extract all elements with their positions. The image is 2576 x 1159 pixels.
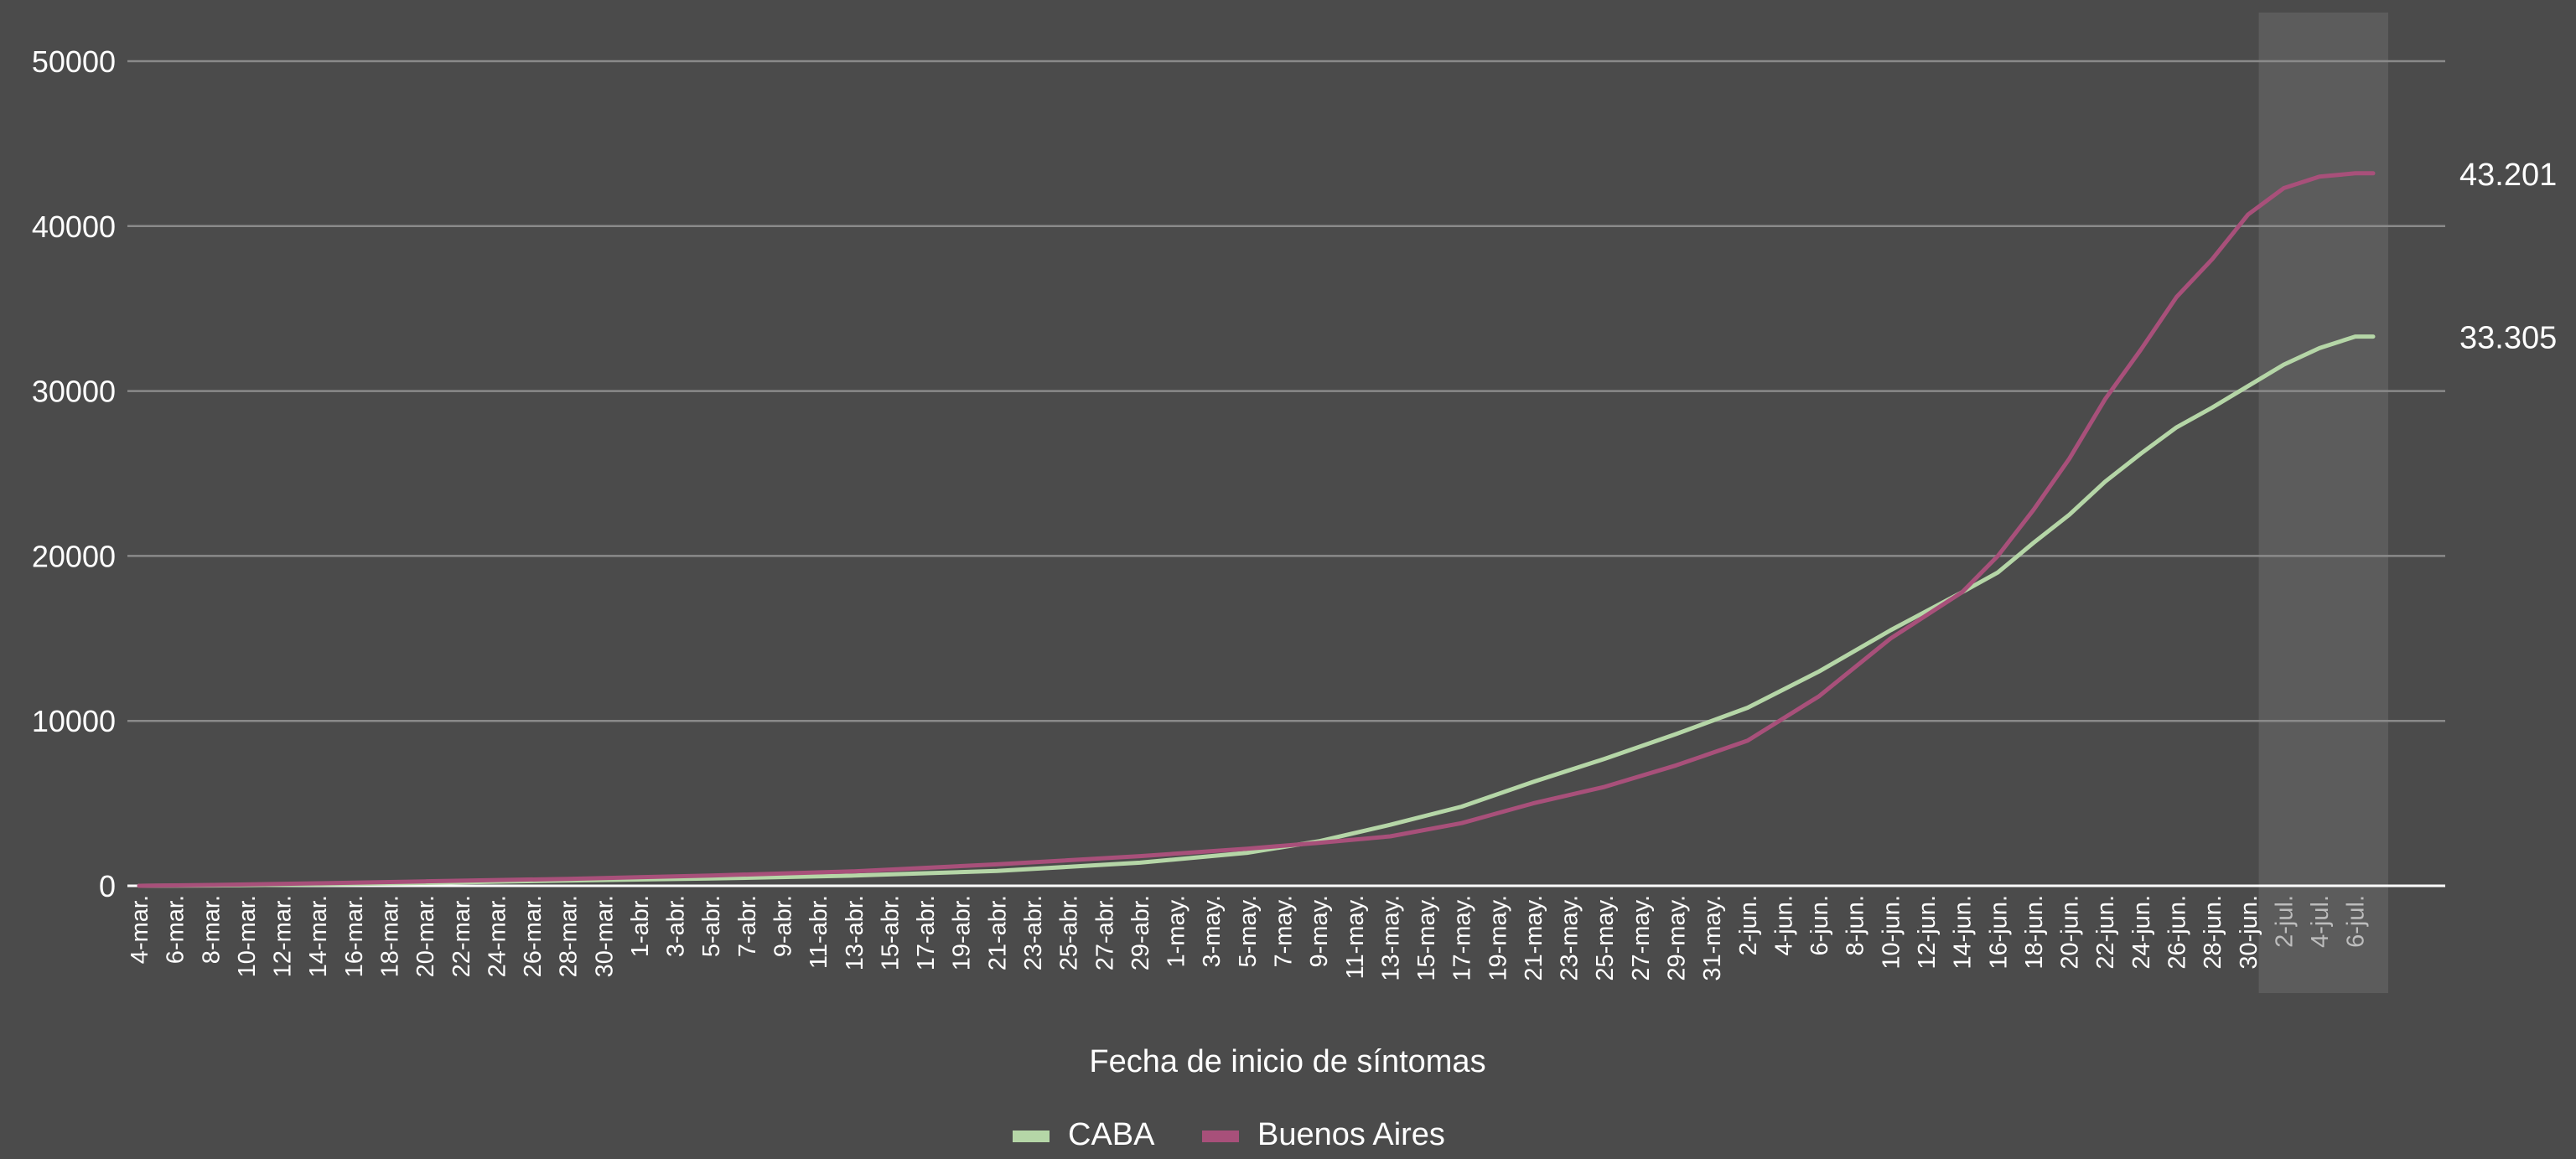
gridlines [127, 60, 2445, 887]
legend-label-caba: CABA [1068, 1117, 1155, 1152]
legend-label-buenos-aires: Buenos Aires [1257, 1117, 1445, 1152]
legend-swatch-caba [1013, 1131, 1050, 1142]
x-tick-label: 6-jun. [1806, 895, 1833, 956]
x-tick-label: 24-mar. [484, 895, 511, 977]
y-tick-label: 50000 [32, 44, 116, 79]
x-tick-label: 10-mar. [234, 895, 261, 977]
x-tick-label: 12-mar. [270, 895, 297, 977]
x-tick-label: 6-mar. [163, 895, 189, 964]
x-tick-label: 13-may. [1377, 895, 1404, 981]
end-label-caba: 33.305 [2459, 321, 2557, 356]
x-tick-label: 18-jun. [2021, 895, 2048, 970]
x-tick-label: 17-may. [1449, 895, 1476, 981]
x-tick-label: 15-may. [1413, 895, 1440, 981]
x-tick-label: 23-may. [1557, 895, 1583, 981]
x-tick-label: 30-mar. [591, 895, 618, 977]
x-tick-label: 23-abr. [1020, 895, 1047, 970]
x-tick-label: 4-jun. [1770, 895, 1797, 956]
x-tick-label: 18-mar. [376, 895, 403, 977]
x-tick-label: 25-may. [1592, 895, 1619, 981]
x-tick-label: 1-may. [1164, 895, 1190, 967]
x-tick-label: 7-may. [1270, 895, 1297, 967]
x-tick-label: 19-abr. [949, 895, 976, 970]
x-tick-label: 28-mar. [556, 895, 583, 977]
x-axis-title: Fecha de inicio de síntomas [1089, 1044, 1485, 1079]
x-tick-label: 5-may. [1235, 895, 1262, 967]
x-tick-label: 5-abr. [698, 895, 725, 957]
x-tick-label: 4-mar. [127, 895, 153, 964]
y-axis-ticks: 0 10000 20000 30000 40000 50000 [32, 44, 116, 903]
x-tick-label: 26-jun. [2164, 895, 2190, 970]
y-tick-label: 10000 [32, 704, 116, 738]
y-tick-label: 0 [99, 869, 116, 903]
x-tick-label: 16-mar. [341, 895, 368, 977]
legend-swatch-buenos-aires [1202, 1131, 1239, 1142]
end-label-buenos-aires: 43.201 [2459, 158, 2557, 193]
x-tick-label: 16-jun. [1985, 895, 2012, 970]
x-tick-label: 2-jun. [1735, 895, 1762, 956]
x-tick-label: 14-jun. [1950, 895, 1977, 970]
x-axis-ticks: 4-mar. 6-mar. 8-mar. 10-mar. 12-mar. 14-mar. 1… [127, 895, 2370, 981]
x-tick-label: 28-jun. [2200, 895, 2226, 970]
x-tick-label: 20-mar. [412, 895, 439, 977]
series-line-buenos-aires [137, 171, 2376, 888]
x-tick-label: 29-may. [1664, 895, 1691, 981]
x-tick-label: 30-jun. [2236, 895, 2262, 970]
legend: CABA Buenos Aires [1013, 1117, 1445, 1152]
x-tick-label: 12-jun. [1914, 895, 1941, 970]
x-tick-label: 6-jul. [2343, 895, 2370, 948]
x-tick-label: 25-abr. [1056, 895, 1083, 970]
x-tick-label: 9-may. [1306, 895, 1333, 967]
x-tick-label: 22-jun. [2092, 895, 2119, 970]
shaded-projection-region [2258, 13, 2388, 993]
x-tick-label: 29-abr. [1127, 895, 1154, 970]
x-tick-label: 20-jun. [2057, 895, 2084, 970]
y-tick-label: 20000 [32, 539, 116, 573]
x-tick-label: 17-abr. [913, 895, 940, 970]
x-tick-label: 11-abr. [806, 895, 832, 969]
x-tick-label: 15-abr. [877, 895, 904, 970]
x-tick-label: 10-jun. [1878, 895, 1905, 970]
series-lines [137, 171, 2376, 888]
x-tick-label: 4-jul. [2307, 895, 2334, 948]
x-tick-label: 26-mar. [520, 895, 547, 977]
x-tick-label: 3-may. [1199, 895, 1226, 967]
end-labels: 33.305 43.201 [2459, 158, 2557, 356]
x-tick-label: 9-abr. [770, 895, 797, 957]
x-tick-label: 27-may. [1628, 895, 1655, 981]
y-tick-label: 30000 [32, 375, 116, 409]
x-tick-label: 21-may. [1521, 895, 1547, 981]
x-tick-label: 8-mar. [198, 895, 225, 964]
x-tick-label: 19-may. [1485, 895, 1511, 981]
x-tick-label: 1-abr. [627, 895, 654, 957]
x-tick-label: 13-abr. [842, 895, 868, 970]
y-tick-label: 40000 [32, 210, 116, 244]
series-line-caba [137, 334, 2376, 888]
x-tick-label: 31-may. [1699, 895, 1726, 981]
shaded-region-layer [2258, 13, 2388, 993]
x-tick-label: 8-jun. [1843, 895, 1869, 956]
x-tick-label: 7-abr. [734, 895, 761, 957]
x-tick-label: 21-abr. [984, 895, 1011, 970]
x-tick-label: 22-mar. [448, 895, 475, 977]
x-tick-label: 24-jun. [2128, 895, 2155, 970]
x-tick-label: 27-abr. [1091, 895, 1118, 970]
x-tick-label: 3-abr. [663, 895, 690, 957]
x-tick-label: 2-jul. [2271, 895, 2298, 948]
x-tick-label: 11-may. [1342, 895, 1369, 979]
x-tick-label: 14-mar. [305, 895, 332, 977]
